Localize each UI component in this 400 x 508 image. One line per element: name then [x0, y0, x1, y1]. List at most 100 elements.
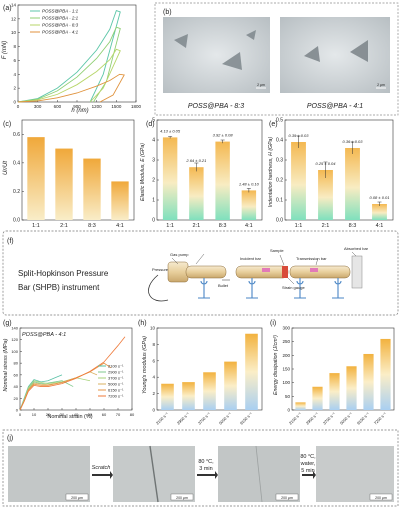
x-tick-label: 900: [73, 104, 81, 109]
label-sample: Sample: [270, 248, 284, 253]
bar: [345, 148, 360, 220]
process-arrows: [92, 471, 316, 479]
panel-label-a: (a): [3, 5, 12, 12]
x-tick-label: 10: [32, 412, 37, 417]
bar: [215, 141, 230, 220]
title-g: POSS@PBA - 4:1: [22, 332, 66, 338]
y-tick-label: 5: [152, 118, 155, 124]
scalebar-label-j1: 200 μm: [71, 496, 83, 500]
bar: [372, 204, 387, 220]
scalebar-label-b2: 2 μm: [377, 83, 385, 87]
x-tick-label: 2:1: [193, 223, 201, 229]
arrow-icon: [197, 471, 218, 479]
x-tick-label: 2:1: [60, 223, 68, 229]
x-tick-label: 4:1: [245, 223, 253, 229]
panel-label-g: (g): [3, 320, 12, 327]
panel-label-c: (c): [3, 121, 11, 128]
panel-c: (c) Ur/Ut 0.0 0.2 0.4 0.6 1:1 2:1 8:3 4:1: [3, 119, 135, 229]
x-tick-label: 6150 s⁻¹: [239, 411, 254, 426]
y-tick-label: 4: [13, 72, 16, 77]
y-tick-label: 0.0: [276, 218, 283, 224]
bar: [295, 402, 306, 410]
bar: [291, 142, 306, 220]
legend-label: 5000 s⁻¹: [108, 382, 124, 387]
y-tick-label: 0.5: [276, 118, 283, 124]
y-tick-label: 0.0: [13, 218, 20, 224]
bar: [245, 333, 258, 410]
transmission-bar: [289, 265, 351, 279]
x-tick-label: 6150 s⁻¹: [356, 411, 371, 426]
ylabel-d: Elastic Modulus, E (GPa): [140, 143, 146, 201]
shpb-title-line2: Bar (SHPB) instrument: [18, 283, 100, 292]
y-tick-label: 120: [11, 337, 18, 342]
legend-label: 6150 s⁻¹: [108, 388, 124, 393]
panel-label-i: (i): [270, 320, 276, 327]
x-tick-label: 2900 s⁻¹: [305, 411, 320, 426]
series-line: [17, 48, 121, 103]
bar: [312, 386, 323, 410]
y-tick-label: 0.2: [276, 178, 283, 184]
y-tick-label: 0.1: [276, 198, 283, 204]
panel-label-f: (f): [7, 238, 14, 245]
legend-label: POSS@PBA - 1:1: [42, 9, 79, 14]
arrow-icon: [92, 471, 113, 479]
x-tick-label: 1:1: [32, 223, 40, 229]
x-tick-label: 40: [74, 412, 79, 417]
shpb-apparatus: [148, 251, 363, 302]
panel-f: (f) Split-Hopkinson Pressure Bar (SHPB) …: [2, 230, 399, 316]
x-tick-label: 1200: [92, 104, 103, 109]
scratch-line: [149, 445, 159, 503]
pressure-barrel: [185, 265, 227, 279]
y-tick-label: 10: [11, 30, 17, 35]
legend-label: POSS@PBA - 2:1: [42, 16, 79, 21]
y-tick-label: 6: [152, 358, 155, 363]
plot-frame: [156, 119, 263, 221]
absorbed-bar-block: [351, 255, 363, 289]
xlabel-g: Nominal strain (%): [47, 414, 92, 420]
series-line: [19, 377, 91, 411]
panel-label-d: (d): [146, 121, 155, 128]
value-label: 0.08 ± 0.01: [370, 195, 390, 200]
indent-marks-b1: [174, 30, 256, 70]
bar: [189, 167, 204, 220]
x-tick-label: 4:1: [116, 223, 124, 229]
value-label: 4.13 ± 0.05: [160, 128, 181, 133]
caption-b2: POSS@PBA - 4:1: [307, 103, 363, 110]
series-line: [19, 336, 126, 411]
y-tick-label: 0.3: [276, 158, 283, 164]
x-tick-label: 300: [34, 104, 42, 109]
y-tick-label: 0: [152, 408, 155, 413]
y-tick-label: 0: [152, 218, 155, 224]
series-line: [17, 26, 121, 103]
x-tick-label: 1:1: [295, 223, 303, 229]
panel-j: (j) Scratch 80 °C, 3 min 80 °C, water, 5…: [2, 429, 399, 507]
panel-b: (b) 2 μm 2 μm POSS@PBA - 8:3 POSS@PBA - …: [154, 2, 399, 116]
step-scratch: Scratch: [92, 465, 111, 471]
value-label: 3.92 ± 0.08: [213, 133, 234, 138]
panel-h: (h) Young's modulus (GPa) 0 2 4 6 8 10 2100 s⁻…: [138, 320, 263, 426]
scalebar-label-j2: 200 μm: [176, 496, 188, 500]
x-tick-label: 2100 s⁻¹: [288, 411, 303, 426]
bar: [203, 372, 216, 410]
y-tick-label: 2: [152, 178, 155, 184]
scalebar-label-j3: 200 μm: [281, 496, 293, 500]
panel-f-frame: [2, 230, 399, 316]
series-line: [17, 9, 121, 103]
ylabel-i: Energy dissipation (J/cm³): [273, 335, 279, 395]
ylabel-e: Indentation hardness, H (GPa): [268, 137, 274, 208]
label-gas-pump: Gas pump: [170, 252, 189, 257]
x-tick-label: 1500: [111, 104, 122, 109]
y-tick-label: 2: [152, 391, 155, 396]
y-tick-label: 100: [282, 380, 290, 385]
bar: [318, 170, 333, 220]
y-tick-label: 40: [14, 384, 19, 389]
y-tick-label: 50: [285, 394, 291, 399]
legend-label: POSS@PBA - 4:1: [42, 30, 79, 35]
micrograph-j1: [8, 446, 90, 502]
x-tick-label: 3700 s⁻¹: [322, 411, 337, 426]
y-tick-label: 150: [282, 367, 290, 372]
y-tick-label: 14: [11, 3, 17, 8]
x-tick-label: 8:3: [219, 223, 227, 229]
bar: [111, 181, 129, 220]
x-tick-label: 1800: [131, 104, 142, 109]
